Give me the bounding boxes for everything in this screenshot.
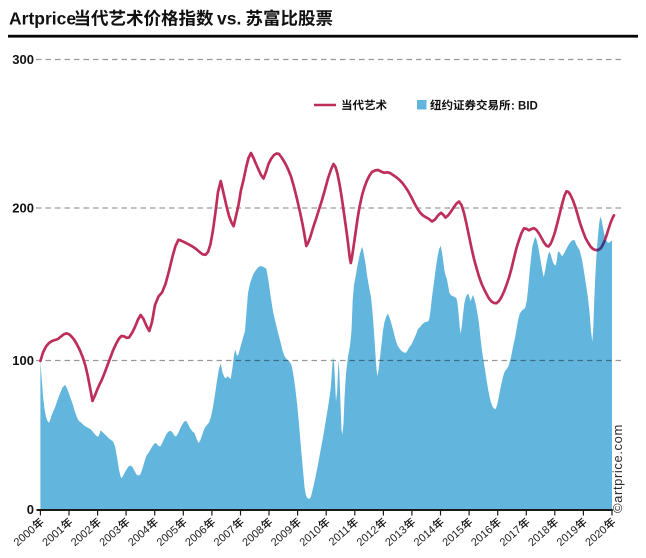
svg-text:: BID: : BID: [511, 100, 538, 112]
svg-text:©artprice.com: ©artprice.com: [610, 424, 625, 513]
svg-text:0: 0: [27, 502, 34, 517]
svg-text:vs.: vs.: [217, 9, 241, 29]
svg-text:300: 300: [12, 52, 34, 67]
svg-text:200: 200: [12, 200, 34, 215]
svg-text:Artprice: Artprice: [9, 9, 76, 29]
svg-text:100: 100: [12, 353, 34, 368]
